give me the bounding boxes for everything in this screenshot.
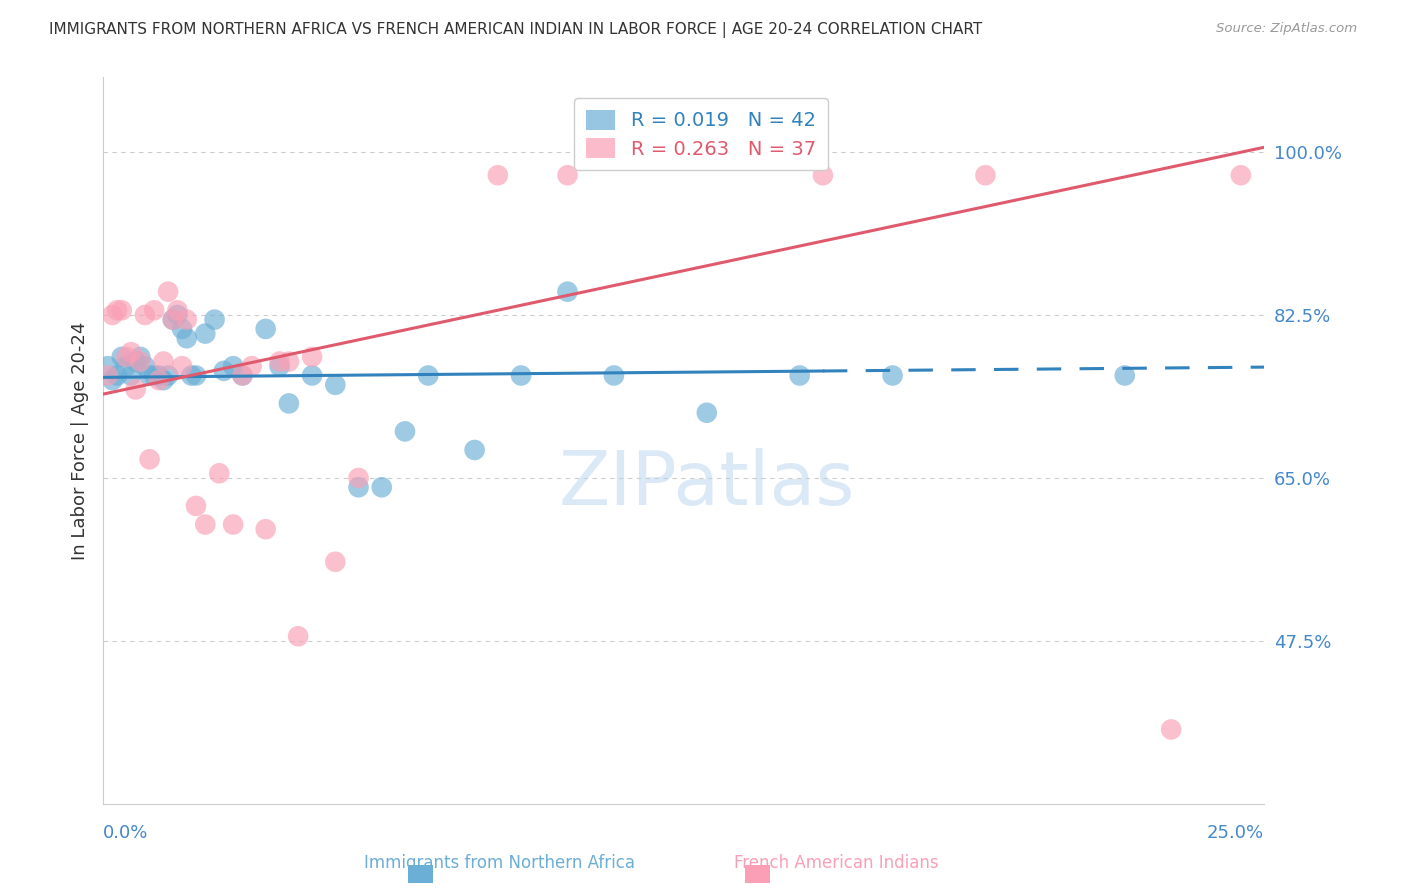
- Point: [1160, 723, 1182, 737]
- Point: [347, 471, 370, 485]
- Point: [166, 308, 188, 322]
- Point: [170, 359, 193, 374]
- Point: [105, 368, 128, 383]
- Point: [194, 517, 217, 532]
- Point: [323, 377, 346, 392]
- Point: [105, 303, 128, 318]
- Point: [222, 517, 245, 532]
- Point: [1114, 368, 1136, 383]
- Point: [97, 359, 120, 374]
- Point: [418, 368, 440, 383]
- Point: [138, 452, 160, 467]
- Point: [134, 359, 156, 374]
- Point: [184, 368, 207, 383]
- Point: [287, 629, 309, 643]
- Text: ZIPatlas: ZIPatlas: [558, 448, 855, 521]
- Text: Immigrants from Northern Africa: Immigrants from Northern Africa: [364, 855, 634, 872]
- Point: [557, 285, 579, 299]
- Point: [394, 425, 416, 439]
- Text: 25.0%: 25.0%: [1206, 824, 1264, 842]
- Point: [138, 368, 160, 383]
- Point: [101, 373, 124, 387]
- Point: [254, 322, 277, 336]
- Point: [152, 373, 174, 387]
- Point: [222, 359, 245, 374]
- Point: [486, 168, 509, 182]
- Point: [789, 368, 811, 383]
- Point: [143, 368, 166, 383]
- Point: [176, 312, 198, 326]
- Point: [269, 354, 291, 368]
- Point: [124, 383, 146, 397]
- Point: [170, 322, 193, 336]
- Point: [134, 308, 156, 322]
- Point: [882, 368, 904, 383]
- Point: [180, 368, 202, 383]
- Point: [323, 555, 346, 569]
- Point: [148, 368, 170, 383]
- Point: [194, 326, 217, 341]
- Point: [269, 359, 291, 374]
- Point: [111, 303, 134, 318]
- Point: [240, 359, 263, 374]
- Point: [254, 522, 277, 536]
- Point: [696, 406, 718, 420]
- Point: [162, 312, 184, 326]
- Point: [162, 312, 184, 326]
- Point: [129, 354, 152, 368]
- Point: [603, 368, 626, 383]
- Text: Source: ZipAtlas.com: Source: ZipAtlas.com: [1216, 22, 1357, 36]
- Text: French American Indians: French American Indians: [734, 855, 939, 872]
- Point: [204, 312, 226, 326]
- Text: IMMIGRANTS FROM NORTHERN AFRICA VS FRENCH AMERICAN INDIAN IN LABOR FORCE | AGE 2: IMMIGRANTS FROM NORTHERN AFRICA VS FRENC…: [49, 22, 983, 38]
- Point: [277, 396, 299, 410]
- Point: [277, 354, 299, 368]
- Point: [557, 168, 579, 182]
- Point: [1230, 168, 1253, 182]
- Point: [231, 368, 253, 383]
- Point: [301, 368, 323, 383]
- Point: [301, 350, 323, 364]
- Point: [464, 442, 486, 457]
- Point: [157, 285, 180, 299]
- Point: [101, 308, 124, 322]
- Point: [974, 168, 997, 182]
- Point: [97, 368, 120, 383]
- Point: [129, 350, 152, 364]
- Point: [115, 359, 138, 374]
- Point: [152, 354, 174, 368]
- Point: [166, 303, 188, 318]
- Point: [148, 373, 170, 387]
- Point: [115, 350, 138, 364]
- Point: [811, 168, 834, 182]
- Point: [212, 364, 235, 378]
- Point: [510, 368, 533, 383]
- Point: [120, 345, 142, 359]
- Y-axis label: In Labor Force | Age 20-24: In Labor Force | Age 20-24: [72, 321, 89, 560]
- Point: [124, 354, 146, 368]
- Point: [347, 480, 370, 494]
- Point: [157, 368, 180, 383]
- Point: [120, 368, 142, 383]
- Point: [176, 331, 198, 345]
- Legend: R = 0.019   N = 42, R = 0.263   N = 37: R = 0.019 N = 42, R = 0.263 N = 37: [575, 98, 828, 170]
- Point: [184, 499, 207, 513]
- Text: 0.0%: 0.0%: [103, 824, 149, 842]
- Point: [208, 467, 231, 481]
- Point: [371, 480, 394, 494]
- Point: [231, 368, 253, 383]
- Point: [143, 303, 166, 318]
- Point: [111, 350, 134, 364]
